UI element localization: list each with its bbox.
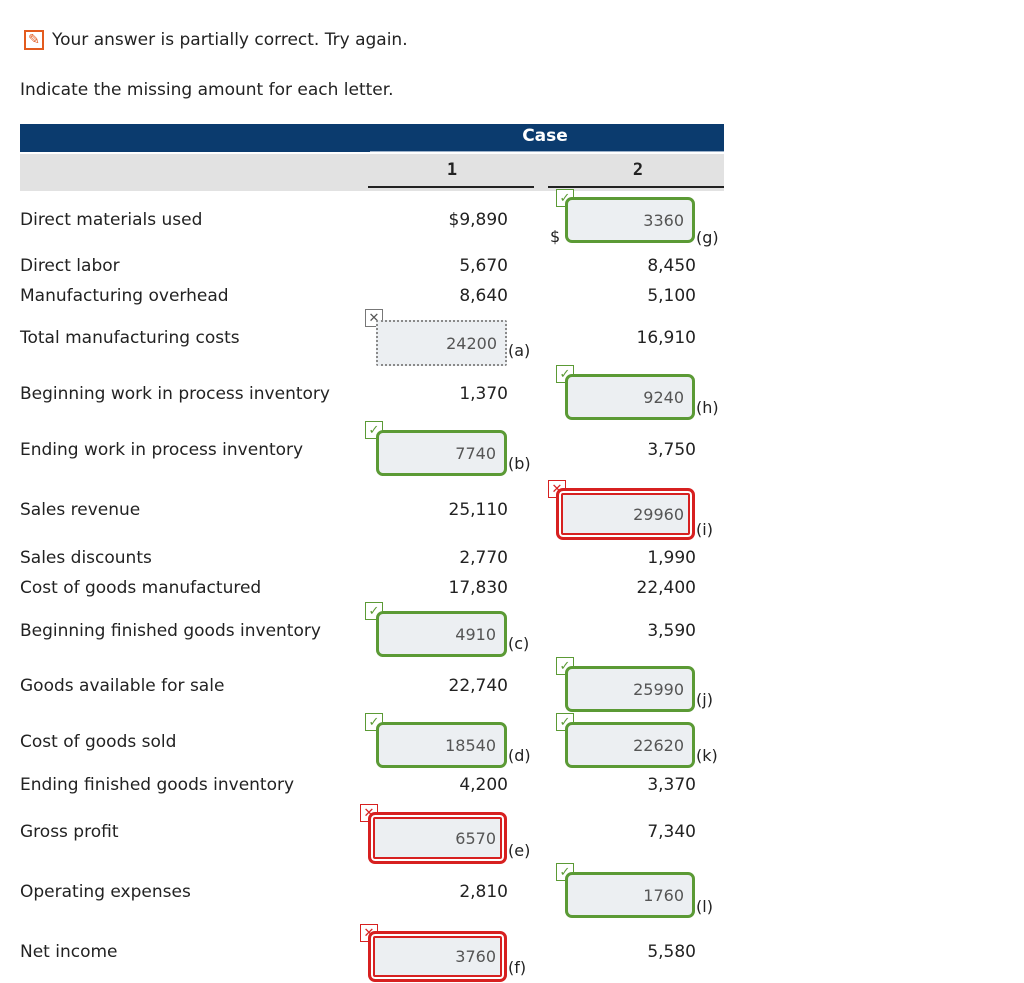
input-i[interactable]: 29960 xyxy=(556,488,695,540)
value-tmc-case2: 16,910 xyxy=(636,328,696,348)
column-header-2: 2 xyxy=(632,160,644,180)
value-sd-case1: 2,770 xyxy=(459,548,508,568)
letter-g: (g) xyxy=(696,228,719,247)
row-label-ending-finished-goods: Ending finished goods inventory xyxy=(20,775,295,795)
value-dl-case2: 8,450 xyxy=(647,256,696,276)
value-sd-case2: 1,990 xyxy=(647,548,696,568)
feedback-text: Your answer is partially correct. Try ag… xyxy=(52,30,408,50)
table-header-title: Case xyxy=(522,126,568,146)
value-gp-case2: 7,340 xyxy=(647,822,696,842)
value-efg-case2: 3,370 xyxy=(647,775,696,795)
input-j[interactable]: 25990 xyxy=(565,666,695,712)
value-dl-case1: 5,670 xyxy=(459,256,508,276)
value-ewip-case2: 3,750 xyxy=(647,440,696,460)
row-label-cogs: Cost of goods sold xyxy=(20,732,177,752)
value-gafs-case1: 22,740 xyxy=(448,676,508,696)
row-label-beginning-finished-goods: Beginning finished goods inventory xyxy=(20,621,321,641)
row-label-beginning-wip: Beginning work in process inventory xyxy=(20,384,330,404)
value-cogm-case2: 22,400 xyxy=(636,578,696,598)
input-f[interactable]: 3760 xyxy=(368,931,507,982)
column-header-band xyxy=(20,154,724,191)
letter-a: (a) xyxy=(508,341,531,360)
letter-k: (k) xyxy=(696,746,718,765)
letter-c: (c) xyxy=(508,634,530,653)
table-header-rule xyxy=(370,151,724,152)
letter-h: (h) xyxy=(696,398,719,417)
value-moh-case2: 5,100 xyxy=(647,286,696,306)
column-2-rule xyxy=(548,186,724,188)
letter-j: (j) xyxy=(696,690,713,709)
value-dm-case1: $9,890 xyxy=(448,210,508,230)
input-c[interactable]: 4910 xyxy=(376,611,507,657)
row-label-direct-materials: Direct materials used xyxy=(20,210,203,230)
value-efg-case1: 4,200 xyxy=(459,775,508,795)
row-label-manufacturing-overhead: Manufacturing overhead xyxy=(20,286,229,306)
input-h[interactable]: 9240 xyxy=(565,374,695,420)
pencil-icon: ✎ xyxy=(24,30,44,50)
input-e[interactable]: 6570 xyxy=(368,812,507,864)
letter-i: (i) xyxy=(696,520,713,539)
row-label-net-income: Net income xyxy=(20,942,118,962)
letter-f: (f) xyxy=(508,958,527,977)
feedback-status: ✎ Your answer is partially correct. Try … xyxy=(24,28,408,52)
column-header-1: 1 xyxy=(446,160,458,180)
value-cogm-case1: 17,830 xyxy=(448,578,508,598)
table-header-band xyxy=(20,124,724,152)
instruction-text: Indicate the missing amount for each let… xyxy=(20,80,394,100)
row-label-ending-wip: Ending work in process inventory xyxy=(20,440,304,460)
row-label-direct-labor: Direct labor xyxy=(20,256,120,276)
value-moh-case1: 8,640 xyxy=(459,286,508,306)
input-g[interactable]: 3360 xyxy=(565,197,695,243)
input-a[interactable]: 24200 xyxy=(376,320,507,366)
row-label-sales-revenue: Sales revenue xyxy=(20,500,141,520)
input-d[interactable]: 18540 xyxy=(376,722,507,768)
letter-b: (b) xyxy=(508,454,531,473)
input-l[interactable]: 1760 xyxy=(565,872,695,918)
row-label-cogm: Cost of goods manufactured xyxy=(20,578,262,598)
row-label-sales-discounts: Sales discounts xyxy=(20,548,152,568)
row-label-goods-available: Goods available for sale xyxy=(20,676,225,696)
value-bwip-case1: 1,370 xyxy=(459,384,508,404)
row-label-total-manufacturing-costs: Total manufacturing costs xyxy=(20,328,240,348)
currency-symbol: $ xyxy=(550,227,561,246)
column-1-rule xyxy=(368,186,534,188)
row-label-gross-profit: Gross profit xyxy=(20,822,119,842)
value-bfg-case2: 3,590 xyxy=(647,621,696,641)
value-opex-case1: 2,810 xyxy=(459,882,508,902)
value-sr-case1: 25,110 xyxy=(448,500,508,520)
letter-d: (d) xyxy=(508,746,531,765)
value-ni-case2: 5,580 xyxy=(647,942,696,962)
letter-l: (l) xyxy=(696,897,713,916)
input-b[interactable]: 7740 xyxy=(376,430,507,476)
input-k[interactable]: 22620 xyxy=(565,722,695,768)
letter-e: (e) xyxy=(508,841,531,860)
row-label-operating-expenses: Operating expenses xyxy=(20,882,191,902)
